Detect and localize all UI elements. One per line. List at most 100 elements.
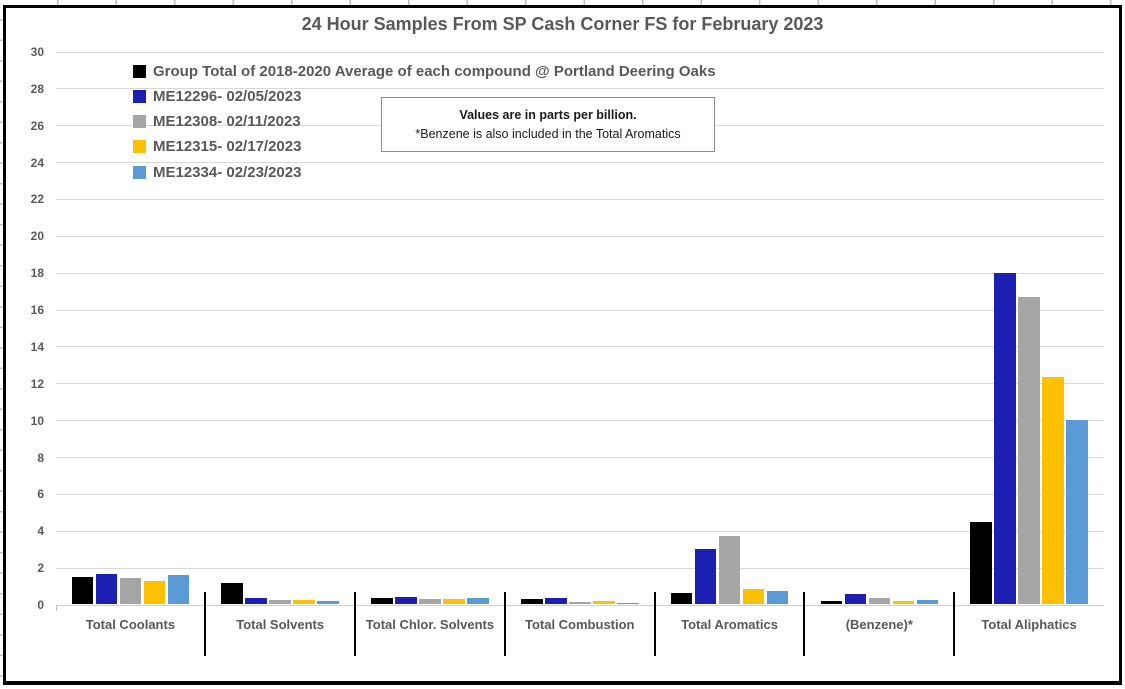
bar[interactable] xyxy=(395,597,417,605)
y-axis-tick-label: 0 xyxy=(37,598,44,612)
category-separator-tick xyxy=(653,592,656,656)
bar[interactable] xyxy=(269,599,291,605)
legend-item[interactable]: ME12308- 02/11/2023 xyxy=(133,113,716,131)
annotation-line-2: *Benzene is also included in the Total A… xyxy=(415,127,681,141)
bar[interactable] xyxy=(616,602,639,605)
category-separator-tick xyxy=(354,592,357,656)
legend-swatch xyxy=(133,89,146,103)
bar[interactable] xyxy=(119,577,142,605)
bar[interactable] xyxy=(568,601,591,605)
bar[interactable] xyxy=(820,600,843,605)
category-separator-tick xyxy=(803,592,806,656)
gridline xyxy=(55,457,1104,459)
legend-label: ME12308- 02/11/2023 xyxy=(153,113,301,131)
gridline xyxy=(55,309,1104,311)
legend-swatch xyxy=(133,115,146,129)
bar[interactable] xyxy=(293,599,315,605)
bar[interactable] xyxy=(143,581,166,605)
bar[interactable] xyxy=(916,599,939,605)
bar[interactable] xyxy=(317,600,339,605)
gridline xyxy=(55,88,1104,90)
bar[interactable] xyxy=(970,521,992,605)
x-axis-category-label: Total Chlor. Solvents xyxy=(365,617,495,632)
y-axis-tick-label: 14 xyxy=(30,339,44,354)
y-axis-tick-label: 30 xyxy=(30,45,44,59)
x-axis-category-label: Total Aliphatics xyxy=(981,617,1077,632)
y-axis-tick-label: 16 xyxy=(30,303,44,318)
legend-item[interactable]: ME12334- 02/23/2023 xyxy=(133,163,716,181)
bar[interactable] xyxy=(892,600,915,605)
bar[interactable] xyxy=(718,536,741,605)
bar[interactable] xyxy=(371,598,393,605)
bar[interactable] xyxy=(844,594,867,605)
y-axis-tick-label: 10 xyxy=(30,413,44,428)
bar[interactable] xyxy=(544,598,567,605)
bar[interactable] xyxy=(1018,296,1040,605)
y-axis-tick-label: 2 xyxy=(37,561,44,576)
bar[interactable] xyxy=(868,598,891,605)
x-axis-category-label: Total Aromatics xyxy=(681,617,778,632)
y-axis-tick-label: 6 xyxy=(37,487,44,502)
y-axis-tick-label: 24 xyxy=(30,155,44,170)
gridline xyxy=(55,235,1104,237)
category-separator-tick xyxy=(503,592,506,656)
gridline xyxy=(55,530,1104,532)
spreadsheet-grid-top-sliver xyxy=(0,0,1125,5)
bar[interactable] xyxy=(520,598,543,605)
bar[interactable] xyxy=(167,575,190,605)
bar[interactable] xyxy=(245,598,267,605)
x-axis-category-label: Total Solvents xyxy=(236,617,325,632)
bar[interactable] xyxy=(467,598,489,605)
annotation-line-1: Values are in parts per billion. xyxy=(459,108,637,122)
gridline xyxy=(55,198,1104,200)
bar[interactable] xyxy=(670,593,693,605)
y-axis-tick-label: 28 xyxy=(30,81,44,96)
legend-swatch xyxy=(133,64,146,78)
x-axis-category-label: (Benzene)* xyxy=(845,617,913,632)
gridline xyxy=(55,51,1104,53)
category-separator-tick xyxy=(953,592,956,656)
chart-title: 24 Hour Samples From SP Cash Corner FS f… xyxy=(301,14,824,34)
bar[interactable] xyxy=(419,598,441,605)
category-separator-tick xyxy=(204,592,207,656)
bar[interactable] xyxy=(766,590,789,605)
legend-item[interactable]: Group Total of 2018-2020 Average of each… xyxy=(133,62,716,80)
legend-item[interactable]: ME12315- 02/17/2023 xyxy=(133,138,716,156)
y-axis-tick-label: 4 xyxy=(37,524,44,539)
legend-item[interactable]: ME12296- 02/05/2023 xyxy=(133,87,716,105)
y-axis-tick-label: 12 xyxy=(30,376,44,391)
y-axis-tick-label: 18 xyxy=(30,266,44,281)
bar[interactable] xyxy=(994,272,1016,605)
y-axis-tick-label: 26 xyxy=(30,118,44,133)
legend-label: Group Total of 2018-2020 Average of each… xyxy=(153,62,716,80)
x-axis-line xyxy=(55,604,1104,606)
gridline xyxy=(55,346,1104,348)
bar[interactable] xyxy=(95,574,118,605)
bar[interactable] xyxy=(71,576,94,605)
y-axis-tick-label: 8 xyxy=(37,450,44,465)
bar[interactable] xyxy=(221,583,243,605)
gridline xyxy=(55,567,1104,569)
bar[interactable] xyxy=(1066,420,1088,605)
gridline xyxy=(55,493,1104,495)
spreadsheet-grid-left-sliver xyxy=(0,0,3,689)
bar[interactable] xyxy=(592,601,615,605)
gridline xyxy=(55,272,1104,274)
legend-swatch xyxy=(133,140,146,154)
bar[interactable] xyxy=(1042,376,1064,605)
y-axis-tick-label: 22 xyxy=(30,192,44,207)
legend-label: ME12315- 02/17/2023 xyxy=(153,138,302,156)
chart-legend: Group Total of 2018-2020 Average of each… xyxy=(133,62,716,188)
annotation-box: Values are in parts per billion. *Benzen… xyxy=(381,97,715,152)
bar[interactable] xyxy=(443,598,465,605)
bar[interactable] xyxy=(742,588,765,605)
legend-label: ME12334- 02/23/2023 xyxy=(153,163,302,181)
bar[interactable] xyxy=(694,549,717,605)
y-axis-tick-label: 20 xyxy=(30,229,44,244)
x-axis-category-label: Total Coolants xyxy=(85,617,176,632)
legend-swatch xyxy=(133,165,146,179)
gridline xyxy=(55,162,1104,164)
x-axis-category-label: Total Combustion xyxy=(524,617,635,632)
y-axis-origin-tick xyxy=(55,605,57,611)
gridline xyxy=(55,420,1104,422)
